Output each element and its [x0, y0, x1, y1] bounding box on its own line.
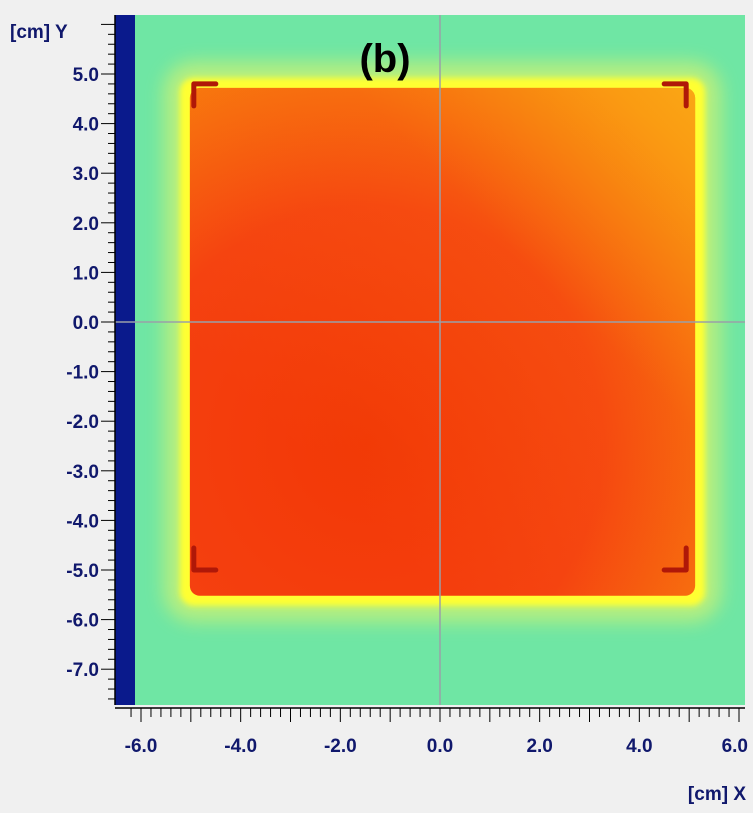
y-axis-tick-labels: 5.0 4.0 3.0 2.0 1.0 0.0 -1.0 -2.0 -3.0 -4.0 -5.0 -6… [66, 65, 99, 681]
y-tick-label: -7.0 [66, 660, 99, 681]
corner-marks [191, 81, 689, 573]
y-tick-label: 2.0 [73, 214, 99, 235]
y-tick-label: -2.0 [66, 412, 99, 433]
x-axis-tick-labels: -6.0 -4.0 -2.0 0.0 2.0 4.0 6.0 [125, 736, 748, 757]
x-tick-label: 4.0 [626, 736, 652, 757]
y-tick-label: 0.0 [73, 313, 99, 334]
y-tick-label: -6.0 [66, 611, 99, 632]
corner-mark [661, 81, 689, 109]
y-tick-label: 4.0 [73, 115, 99, 136]
x-tick-label: 0.0 [427, 736, 453, 757]
y-tick-label: -4.0 [66, 511, 99, 532]
y-axis-label: [cm] Y [10, 22, 68, 43]
corner-mark [191, 545, 219, 573]
y-axis-ticks [101, 23, 115, 700]
y-tick-label: 5.0 [73, 65, 99, 86]
y-tick-label: -5.0 [66, 561, 99, 582]
y-tick-label: -1.0 [66, 363, 99, 384]
y-tick-label: -3.0 [66, 462, 99, 483]
panel-label: (b) [359, 37, 410, 81]
x-tick-label: -6.0 [125, 736, 158, 757]
y-tick-label: 1.0 [73, 263, 99, 284]
x-tick-label: 6.0 [722, 736, 748, 757]
x-tick-label: -2.0 [324, 736, 357, 757]
field-upper-right-zone [189, 87, 696, 596]
x-tick-label: 2.0 [526, 736, 552, 757]
left-blue-strip [115, 15, 135, 705]
plot-area [115, 15, 745, 705]
corner-mark [191, 81, 219, 109]
x-axis-ticks [130, 708, 740, 722]
x-axis-label: [cm] X [688, 784, 746, 805]
corner-mark [661, 545, 689, 573]
x-tick-label: -4.0 [224, 736, 257, 757]
y-tick-label: 3.0 [73, 164, 99, 185]
